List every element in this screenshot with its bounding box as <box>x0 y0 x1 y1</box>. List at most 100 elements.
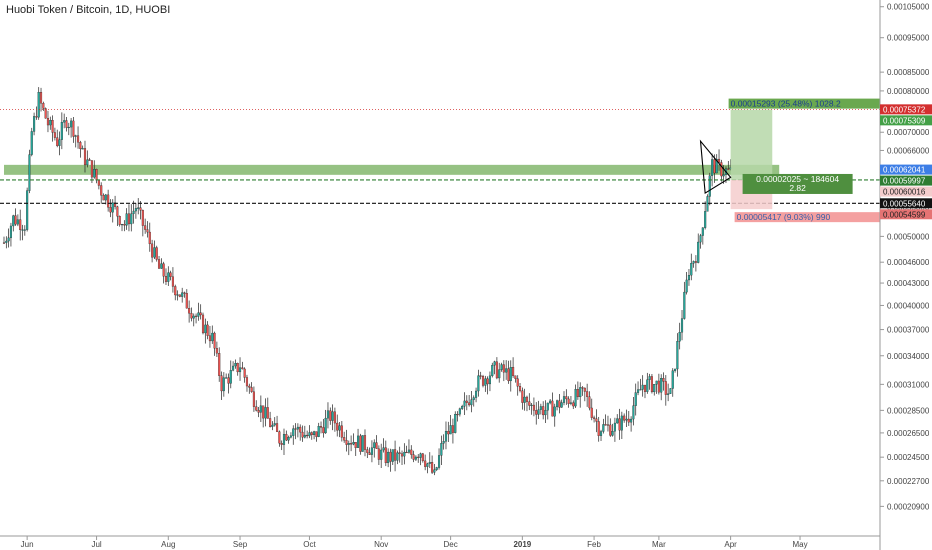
candle-body <box>634 392 637 406</box>
candle-body <box>488 375 492 385</box>
candle-body <box>93 169 96 178</box>
candle-body <box>530 404 533 406</box>
candle-body <box>83 148 87 166</box>
candle-body <box>264 407 267 419</box>
candle-body <box>493 361 496 366</box>
candle-body <box>276 423 279 432</box>
candle-body <box>680 318 684 333</box>
candle-body <box>236 363 239 373</box>
candle-body <box>109 207 112 213</box>
candle-body <box>183 292 186 294</box>
candle-body <box>470 399 473 406</box>
candle-body <box>352 442 355 445</box>
candle-body <box>26 190 29 230</box>
price-tag <box>880 164 932 175</box>
candle-body <box>410 449 413 455</box>
candle-body <box>574 389 577 407</box>
candle-body <box>597 421 600 436</box>
candle-body <box>704 211 707 228</box>
candle-body <box>481 376 485 386</box>
candle-body <box>662 378 665 382</box>
center-label-2: 2.82 <box>789 183 806 193</box>
candle-body <box>171 276 174 287</box>
candle-body <box>190 313 193 319</box>
x-tick-label: Apr <box>724 540 737 549</box>
candle-body <box>81 148 84 150</box>
y-tick-label: 0.00022700 <box>887 477 930 486</box>
candle-body <box>88 159 91 161</box>
candle-body <box>58 139 61 146</box>
candle-body <box>164 276 168 282</box>
candle-body <box>512 366 515 376</box>
center-label-1: 0.00002025 ~ 184604 <box>756 174 839 184</box>
candle-body <box>366 449 369 453</box>
candle-body <box>546 402 549 411</box>
candle-body <box>403 451 406 457</box>
candle-body <box>201 314 205 334</box>
y-tick-label: 0.00037000 <box>887 326 930 335</box>
x-tick-label: Dec <box>443 540 457 549</box>
candle-body <box>125 213 128 226</box>
candle-body <box>722 174 725 177</box>
candle-body <box>225 377 228 379</box>
candle-body <box>234 363 237 367</box>
candle-body <box>51 119 54 133</box>
y-tick-label: 0.00066000 <box>887 146 930 155</box>
candle-body <box>350 443 353 445</box>
candle-body <box>100 185 103 196</box>
candle-body <box>384 447 387 464</box>
candle-body <box>468 402 471 406</box>
candle-body <box>322 427 325 434</box>
price-tag-label: 0.00055640 <box>883 199 926 208</box>
stop-label: 0.00005417 (9.03%) 990 <box>737 212 831 222</box>
candle-body <box>653 384 656 393</box>
candle-body <box>544 410 547 416</box>
candle-body <box>141 210 144 226</box>
candle-body <box>42 103 45 109</box>
overlay-layer: 0.00015293 (25.48%) 1028.2 0.00002025 ~ 1… <box>0 98 880 223</box>
candle-body <box>292 428 295 436</box>
y-tick-label: 0.00034000 <box>887 352 930 361</box>
candle-body <box>590 407 593 418</box>
y-tick-label: 0.00105000 <box>887 3 930 12</box>
candle-body <box>23 229 26 231</box>
candle-body <box>255 406 258 411</box>
price-tag-label: 0.00054599 <box>883 210 926 219</box>
candle-body <box>525 396 529 402</box>
candle-body <box>144 225 147 230</box>
price-tag <box>880 104 932 115</box>
candle-body <box>572 402 575 407</box>
candle-body <box>21 229 24 231</box>
x-tick-label: Sep <box>233 540 248 549</box>
candle-body <box>674 368 677 371</box>
candle-body <box>412 454 415 460</box>
candle-body <box>532 404 535 411</box>
candle-body <box>46 118 50 126</box>
x-tick-label: Oct <box>303 540 316 549</box>
candle-body <box>310 432 313 436</box>
candle-body <box>632 405 635 420</box>
candle-body <box>252 391 255 407</box>
candle-body <box>227 377 230 384</box>
chart-title: Huobi Token / Bitcoin, 1D, HUOBI <box>6 4 171 16</box>
candle-body <box>690 263 693 276</box>
candle-body <box>579 387 582 398</box>
candle-body <box>333 411 336 424</box>
candle-body <box>65 120 68 128</box>
candle-body <box>558 400 561 408</box>
price-tag <box>880 115 932 126</box>
candle-body <box>581 387 584 389</box>
candle-body <box>139 207 142 211</box>
x-tick-label: Nov <box>374 540 388 549</box>
candle-body <box>343 437 346 441</box>
candle-body <box>359 435 362 452</box>
candle-body <box>583 387 586 392</box>
candle-body <box>440 443 443 456</box>
candle-body <box>70 120 73 128</box>
candle-body <box>197 312 200 317</box>
candle-body <box>407 449 411 453</box>
candle-body <box>715 158 718 174</box>
candle-body <box>97 180 100 186</box>
candle-body <box>74 135 77 137</box>
